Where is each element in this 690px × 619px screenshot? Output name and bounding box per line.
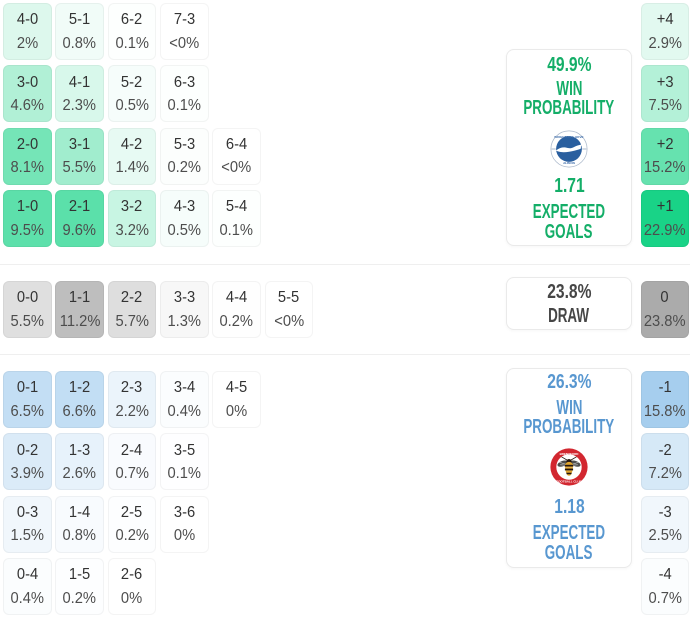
svg-text:BRIGHTON & HOVE: BRIGHTON & HOVE xyxy=(554,135,583,139)
svg-text:ALBION: ALBION xyxy=(563,161,576,165)
svg-text:BRENTFORD: BRENTFORD xyxy=(560,453,580,457)
svg-text:FOOTBALL CLUB: FOOTBALL CLUB xyxy=(556,480,582,484)
